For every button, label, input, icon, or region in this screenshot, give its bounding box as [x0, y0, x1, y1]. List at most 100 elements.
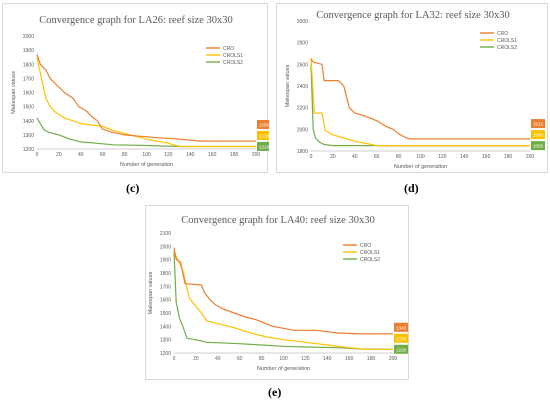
y-tick-label: 1400 — [23, 119, 34, 125]
x-tick-label: 100 — [279, 356, 288, 362]
legend-entry: CROLS1 — [360, 250, 380, 256]
y-tick-label: 1800 — [297, 149, 308, 155]
x-tick-label: 20 — [56, 152, 62, 158]
chart-panel-la32: Convergence graph for LA32: reef size 30… — [276, 3, 548, 173]
y-tick-label: 2800 — [297, 41, 308, 47]
x-tick-label: 120 — [164, 152, 173, 158]
x-tick-label: 100 — [416, 154, 425, 160]
series-line-cro — [36, 54, 256, 142]
x-axis-label: Number of generation — [120, 162, 173, 168]
x-tick-label: 140 — [186, 152, 195, 158]
figure-caption-c: (c) — [126, 181, 140, 195]
x-axis-label: Number of generation — [394, 164, 447, 170]
legend-entry: CROLS1 — [497, 38, 517, 44]
x-tick-label: 80 — [396, 154, 402, 160]
x-tick-label: 20 — [330, 154, 336, 160]
chart-la32: Convergence graph for LA32: reef size 30… — [285, 10, 545, 170]
end-value-box — [257, 130, 269, 140]
y-tick-label: 1900 — [23, 48, 34, 54]
x-tick-label: 200 — [526, 154, 535, 160]
y-tick-label: 1800 — [23, 62, 34, 68]
end-value-box — [394, 344, 408, 354]
x-tick-label: 0 — [173, 356, 176, 362]
end-value-box — [257, 141, 269, 151]
figure-caption-d: (d) — [404, 181, 419, 195]
legend-entry: CROLS2 — [360, 257, 380, 263]
chart-title: Convergence graph for LA32: reef size 30… — [316, 10, 509, 21]
end-value-box — [394, 333, 408, 343]
y-tick-label: 2100 — [160, 231, 171, 237]
figure-caption-e: (e) — [268, 385, 282, 399]
data-label-end-value: 1850 — [533, 133, 544, 138]
y-tick-label: 2600 — [297, 62, 308, 68]
series-line-crols2 — [36, 117, 256, 148]
y-tick-label: 1200 — [23, 147, 34, 153]
legend-entry: CRO — [223, 46, 234, 52]
legend-entry: CROLS2 — [223, 60, 243, 66]
x-tick-label: 200 — [389, 356, 398, 362]
x-tick-label: 120 — [438, 154, 447, 160]
y-tick-label: 1500 — [160, 311, 171, 317]
legend-entry: CRO — [497, 31, 508, 37]
series-line-cro — [310, 58, 530, 140]
y-tick-label: 1500 — [23, 105, 34, 111]
data-label-end-value: 1228 — [396, 347, 407, 352]
x-tick-label: 180 — [367, 356, 376, 362]
data-label-end-value: 1218 — [259, 133, 269, 138]
y-tick-label: 2000 — [297, 127, 308, 133]
x-tick-label: 160 — [208, 152, 217, 158]
y-tick-label: 3000 — [297, 19, 308, 25]
series-line-crols1 — [310, 57, 530, 147]
series-line-cro — [173, 247, 393, 335]
data-label-end-value: 1343 — [396, 325, 407, 330]
x-tick-label: 120 — [301, 356, 310, 362]
y-tick-label: 1800 — [160, 271, 171, 277]
y-tick-label: 1200 — [160, 351, 171, 357]
x-tick-label: 40 — [352, 154, 358, 160]
y-tick-label: 1700 — [160, 284, 171, 290]
y-tick-label: 1300 — [23, 133, 34, 139]
y-tick-label: 1600 — [23, 91, 34, 97]
series-line-crols1 — [173, 251, 393, 350]
chart-la26: Convergence graph for LA26: reef size 30… — [11, 15, 269, 168]
x-tick-label: 140 — [323, 356, 332, 362]
x-axis-label: Number of generation — [257, 366, 310, 372]
x-tick-label: 80 — [122, 152, 128, 158]
legend-entry: CRO — [360, 243, 371, 249]
y-tick-label: 2400 — [297, 84, 308, 90]
chart-panel-la40: Convergence graph for LA40: reef size 30… — [145, 205, 409, 380]
x-tick-label: 60 — [237, 356, 243, 362]
chart-title: Convergence graph for LA40: reef size 30… — [181, 215, 374, 226]
y-tick-label: 2000 — [23, 34, 34, 40]
x-tick-label: 180 — [504, 154, 513, 160]
series-line-crols2 — [173, 251, 394, 350]
x-tick-label: 180 — [230, 152, 239, 158]
y-tick-label: 1600 — [160, 298, 171, 304]
y-tick-label: 2000 — [160, 244, 171, 250]
x-tick-label: 160 — [482, 154, 491, 160]
x-tick-label: 160 — [345, 356, 354, 362]
x-tick-label: 60 — [374, 154, 380, 160]
data-label-end-value: 1850 — [533, 144, 544, 149]
x-tick-label: 0 — [36, 152, 39, 158]
x-tick-label: 200 — [252, 152, 261, 158]
series-line-crols1 — [36, 57, 256, 148]
y-tick-label: 1700 — [23, 76, 34, 82]
x-tick-label: 40 — [215, 356, 221, 362]
x-tick-label: 0 — [310, 154, 313, 160]
y-tick-label: 1900 — [160, 258, 171, 264]
legend-entry: CROLS2 — [497, 45, 517, 51]
y-tick-label: 2200 — [297, 106, 308, 112]
y-axis-label: Makespan values — [285, 64, 291, 107]
end-value-box — [257, 119, 269, 129]
data-label-end-value: 1218 — [259, 144, 269, 149]
data-label-end-value: 1912 — [533, 122, 544, 127]
x-tick-label: 140 — [460, 154, 469, 160]
y-tick-label: 1300 — [160, 338, 171, 344]
y-axis-label: Makespan values — [148, 271, 154, 314]
end-value-box — [394, 322, 408, 332]
chart-title: Convergence graph for LA26: reef size 30… — [39, 15, 232, 26]
x-tick-label: 80 — [259, 356, 265, 362]
x-tick-label: 20 — [193, 356, 199, 362]
chart-panel-la26: Convergence graph for LA26: reef size 30… — [2, 3, 269, 173]
